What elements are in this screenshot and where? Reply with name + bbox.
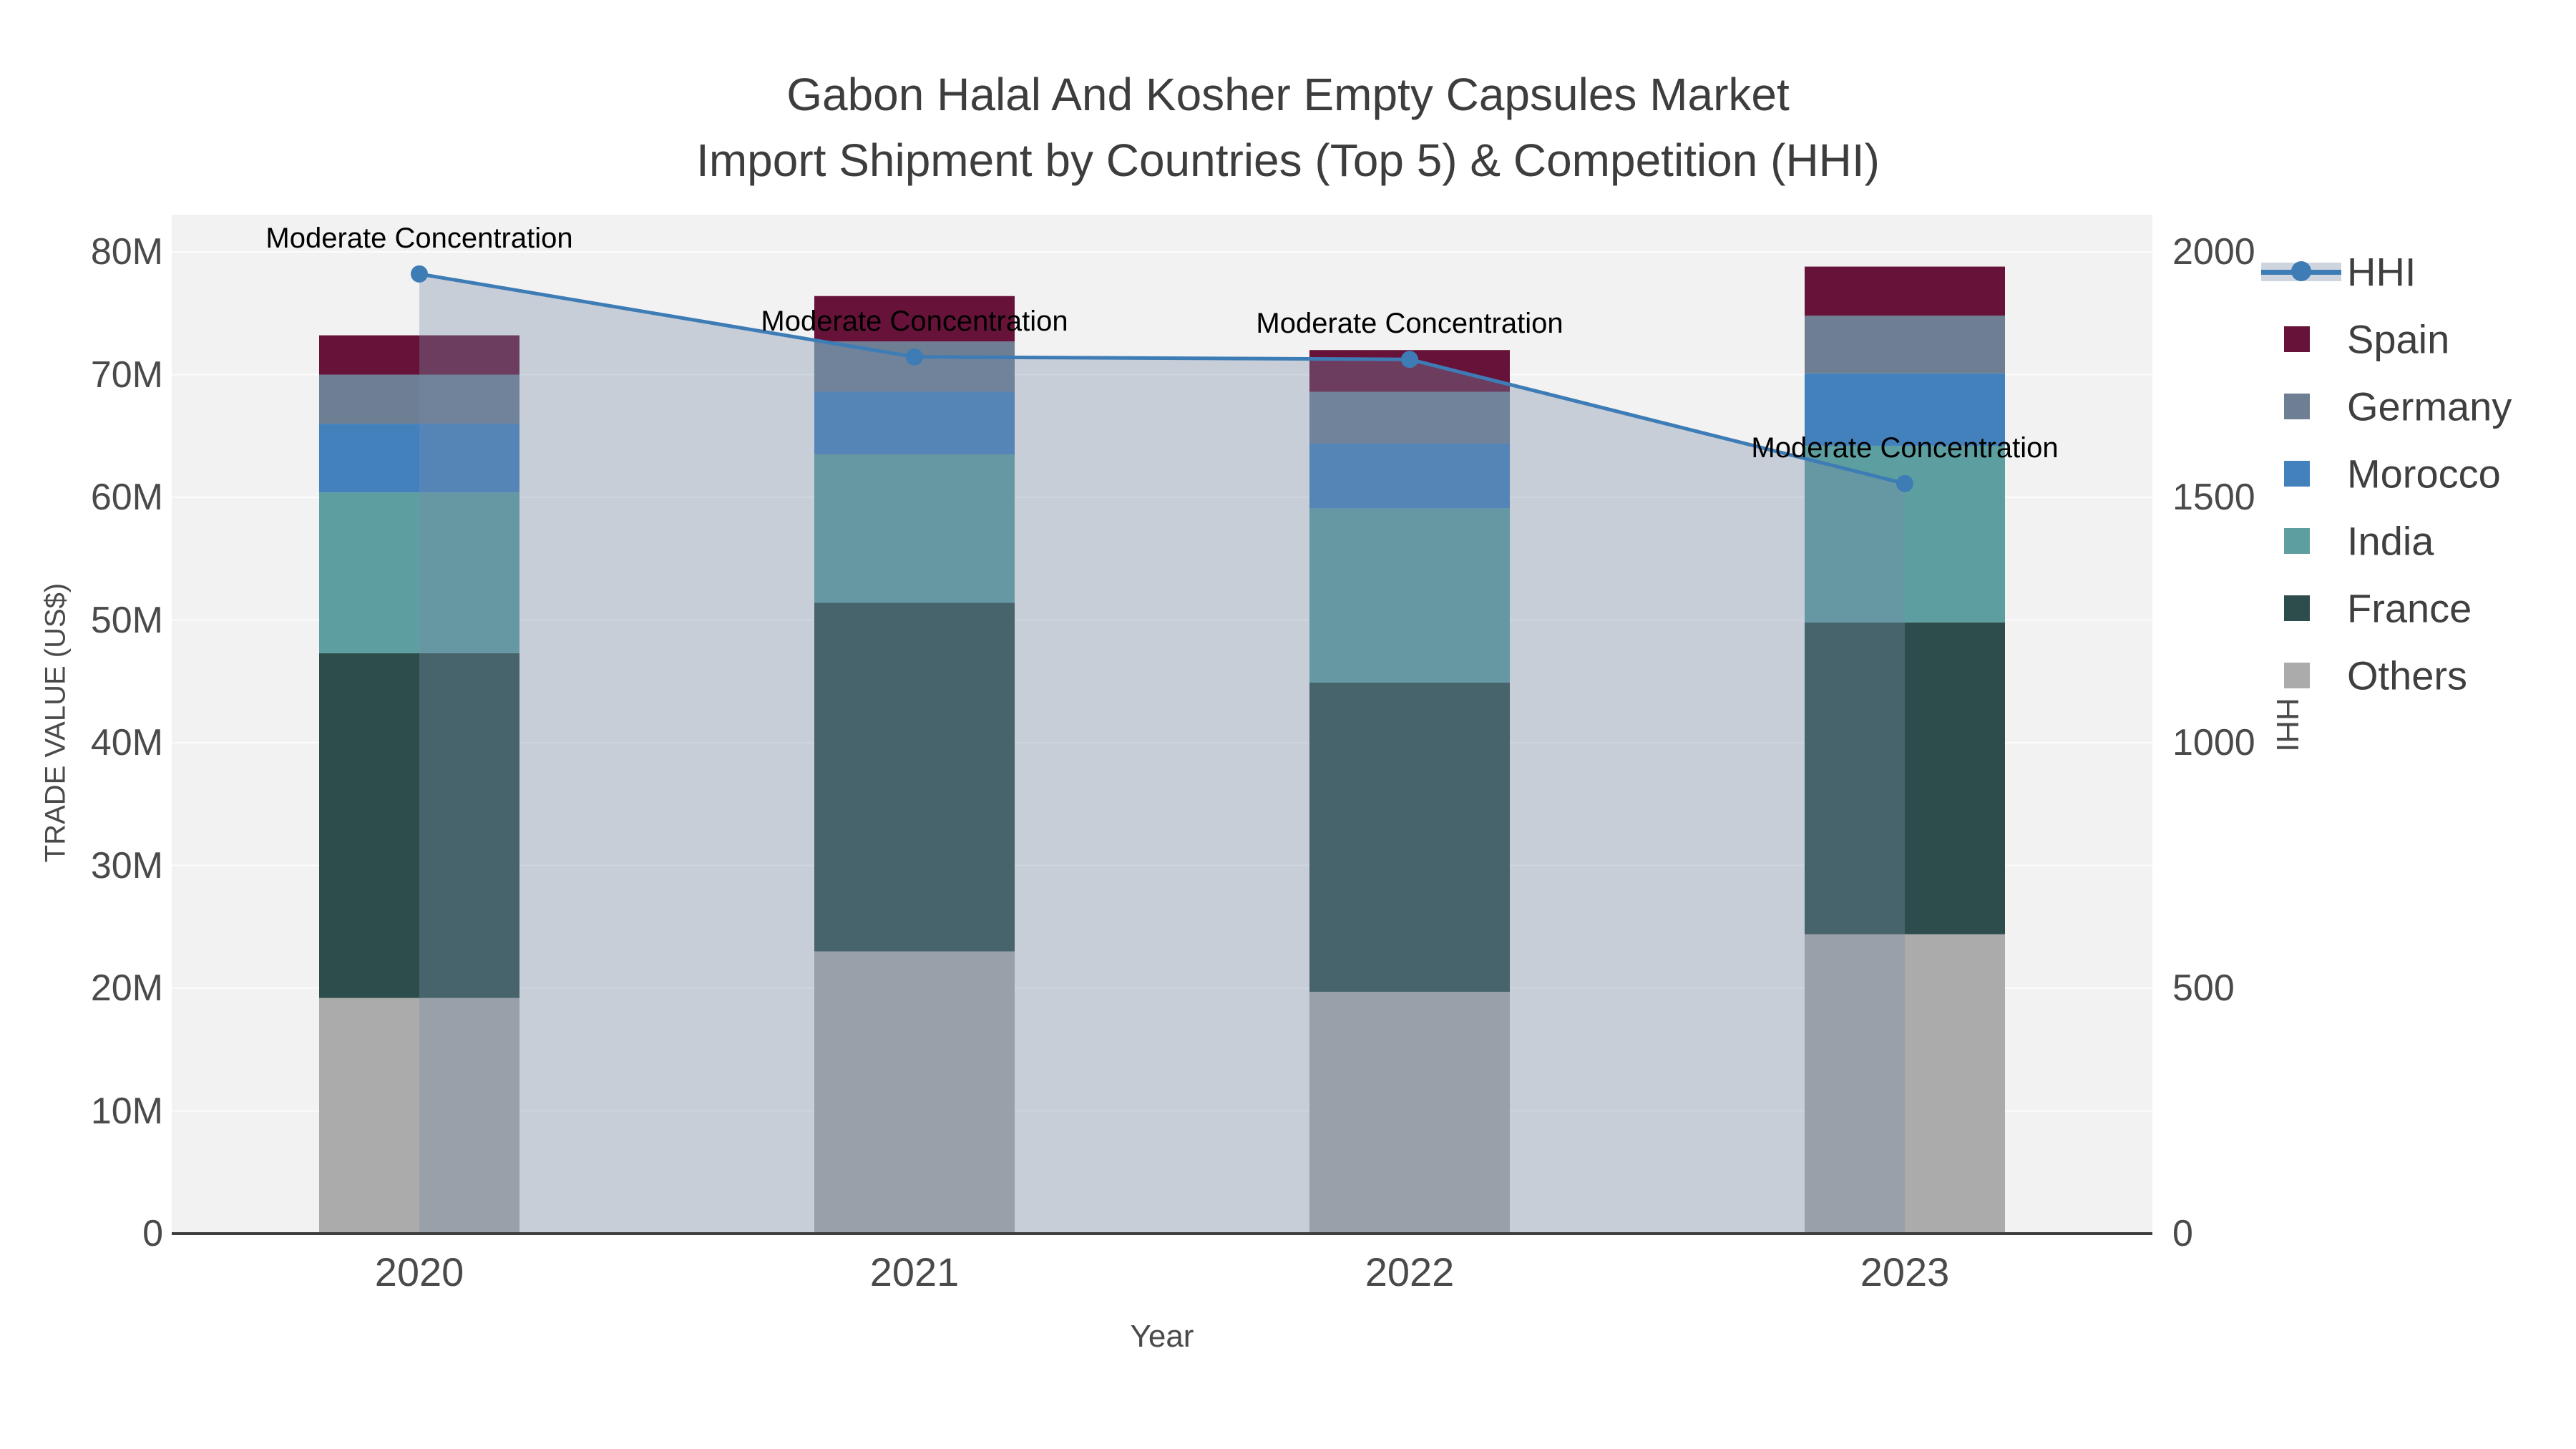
y-axis-title-left: TRADE VALUE (US$): [39, 582, 72, 863]
x-tick-2023: 2023: [1860, 1249, 1950, 1294]
bar-segment-morocco-2021[interactable]: [814, 391, 1015, 454]
bar-segment-others-2023[interactable]: [1805, 934, 2005, 1234]
x-tick-2022: 2022: [1365, 1249, 1455, 1294]
bar-segment-india-2021[interactable]: [814, 454, 1015, 603]
bar-segment-india-2022[interactable]: [1309, 508, 1510, 683]
legend-hhi-marker-icon: [2291, 261, 2311, 281]
y-left-tick-20M: 20M: [90, 967, 163, 1009]
legend-swatch-others[interactable]: [2284, 663, 2310, 688]
bar-segment-germany-2023[interactable]: [1805, 316, 2005, 374]
bar-segment-germany-2022[interactable]: [1309, 391, 1510, 444]
legend-label-india[interactable]: India: [2347, 518, 2434, 564]
hhi-line: [419, 272, 1906, 486]
y-right-tick-0: 0: [2172, 1213, 2193, 1254]
x-tick-2020: 2020: [374, 1249, 464, 1294]
annotation-2020: Moderate Concentration: [265, 222, 573, 254]
legend-label-morocco[interactable]: Morocco: [2347, 451, 2501, 497]
legend-swatch-india[interactable]: [2284, 528, 2310, 554]
bar-segment-france-2020[interactable]: [319, 653, 519, 998]
y-left-tick-60M: 60M: [90, 477, 163, 518]
legend-hhi-swatch[interactable]: [2261, 261, 2341, 281]
hhi-point-2022[interactable]: [1401, 351, 1418, 369]
hhi-area-fill: [419, 273, 1905, 1234]
bar-segment-spain-2023[interactable]: [1805, 266, 2005, 316]
legend-label-spain[interactable]: Spain: [2347, 316, 2450, 362]
bar-segment-spain-2021[interactable]: [814, 296, 1015, 342]
y-left-tick-80M: 80M: [90, 231, 163, 273]
legend-label-others[interactable]: Others: [2347, 653, 2468, 698]
y-axis-title-right: HHI: [2270, 698, 2305, 752]
bar-segment-spain-2020[interactable]: [319, 335, 519, 375]
y-left-tick-50M: 50M: [90, 599, 163, 641]
y-right-tick-1500: 1500: [2172, 477, 2255, 518]
y-right-tick-2000: 2000: [2172, 231, 2255, 273]
annotation-2023: Moderate Concentration: [1751, 431, 2059, 464]
legend-swatch-spain[interactable]: [2284, 326, 2310, 352]
x-tick-2021: 2021: [869, 1249, 960, 1294]
bar-segment-others-2020[interactable]: [319, 997, 519, 1234]
legend-label-hhi[interactable]: HHI: [2347, 249, 2416, 295]
legend-label-france[interactable]: France: [2347, 585, 2472, 631]
hhi-point-2021[interactable]: [906, 348, 923, 366]
bar-segment-morocco-2022[interactable]: [1309, 443, 1510, 509]
x-axis-title: Year: [1130, 1319, 1194, 1354]
bar-segment-morocco-2023[interactable]: [1805, 373, 2005, 446]
bar-segment-others-2021[interactable]: [814, 951, 1015, 1234]
annotation-2022: Moderate Concentration: [1256, 308, 1563, 340]
y-right-tick-500: 500: [2172, 967, 2235, 1009]
chart-title-line1: Gabon Halal And Kosher Empty Capsules Ma…: [786, 69, 1790, 120]
chart-title-line2: Import Shipment by Countries (Top 5) & C…: [696, 135, 1880, 186]
y-left-tick-10M: 10M: [90, 1090, 163, 1132]
bar-segment-morocco-2020[interactable]: [319, 424, 519, 493]
bar-segment-france-2022[interactable]: [1309, 682, 1510, 992]
legend-swatch-morocco[interactable]: [2284, 461, 2310, 487]
chart-title: Gabon Halal And Kosher Empty Capsules Ma…: [0, 62, 2576, 193]
bar-segment-others-2022[interactable]: [1309, 992, 1510, 1234]
y-left-tick-0: 0: [142, 1213, 163, 1254]
bar-segment-france-2021[interactable]: [814, 602, 1015, 952]
legend-swatch-france[interactable]: [2284, 595, 2310, 621]
annotation-2021: Moderate Concentration: [761, 305, 1068, 337]
y-left-tick-70M: 70M: [90, 353, 163, 396]
hhi-point-2023[interactable]: [1896, 474, 1913, 492]
y-left-tick-30M: 30M: [90, 844, 163, 887]
legend-swatch-germany[interactable]: [2284, 394, 2310, 419]
bar-segment-germany-2020[interactable]: [319, 374, 519, 424]
legend-label-germany[interactable]: Germany: [2347, 384, 2512, 429]
bar-segment-india-2020[interactable]: [319, 492, 519, 653]
y-left-tick-40M: 40M: [90, 722, 163, 763]
y-right-tick-1000: 1000: [2172, 722, 2255, 763]
bar-segment-france-2023[interactable]: [1805, 622, 2005, 935]
hhi-point-2020[interactable]: [411, 265, 428, 283]
